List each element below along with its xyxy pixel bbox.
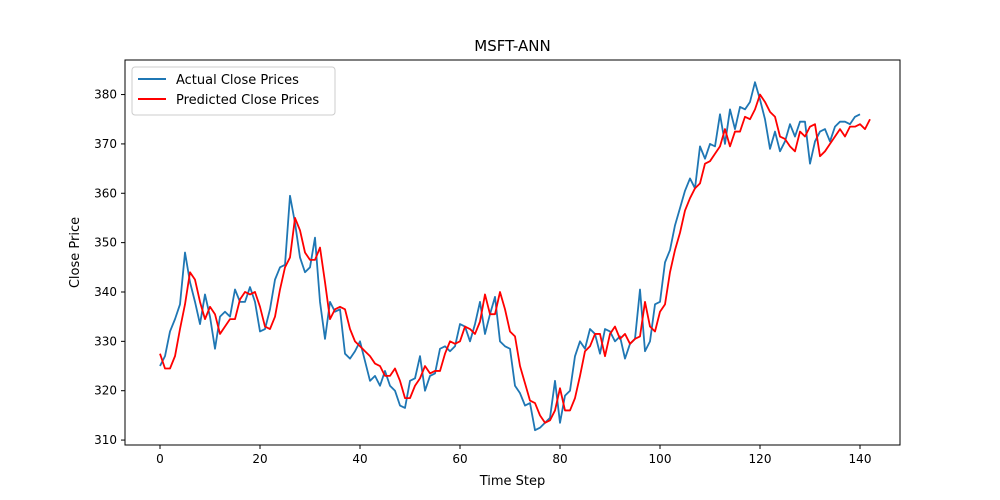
- x-tick-label: 80: [552, 452, 567, 466]
- y-axis: 310 320 330 340 350 360 370 380: [94, 88, 125, 447]
- legend-label-actual: Actual Close Prices: [176, 73, 299, 88]
- chart-title: MSFT-ANN: [474, 37, 550, 55]
- y-tick-label: 320: [94, 384, 117, 398]
- plot-frame: [124, 59, 901, 446]
- y-tick-label: 340: [94, 285, 117, 299]
- y-tick-label: 350: [94, 236, 117, 250]
- x-tick-label: 100: [649, 452, 672, 466]
- legend: Actual Close Prices Predicted Close Pric…: [131, 66, 336, 116]
- x-tick-label: 120: [749, 452, 772, 466]
- y-tick-label: 360: [94, 186, 117, 200]
- y-tick-label: 330: [94, 334, 117, 348]
- x-axis: 0 20 40 60 80 100 120 140: [156, 445, 871, 466]
- x-tick-label: 40: [352, 452, 367, 466]
- x-axis-label: Time Step: [479, 474, 546, 489]
- x-tick-label: 20: [252, 452, 267, 466]
- x-tick-label: 60: [452, 452, 467, 466]
- legend-box: [131, 66, 336, 116]
- y-tick-label: 310: [94, 433, 117, 447]
- series-layer: [159, 81, 871, 432]
- legend-label-predicted: Predicted Close Prices: [176, 93, 319, 108]
- y-tick-label: 370: [94, 137, 117, 151]
- y-axis-label: Close Price: [68, 217, 83, 288]
- plot-area: [125, 60, 900, 445]
- y-tick-label: 380: [94, 88, 117, 102]
- series-line-actual: [159, 81, 861, 432]
- x-tick-label: 140: [849, 452, 872, 466]
- series-line-predicted: [159, 93, 871, 424]
- x-tick-label: 0: [156, 452, 164, 466]
